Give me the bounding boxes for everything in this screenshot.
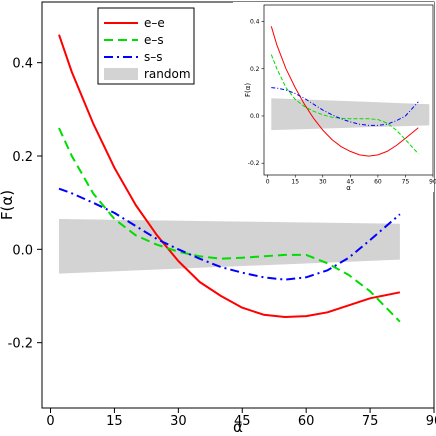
main-y-axis-label: F(α) xyxy=(0,190,16,220)
main-x-tick-label: 30 xyxy=(170,414,187,429)
main-series-ee-line xyxy=(58,34,401,318)
main-y-tick-label: 0.0 xyxy=(12,243,33,258)
legend-swatch-random xyxy=(104,68,138,80)
inset-random-band xyxy=(271,98,430,131)
legend: e–e e–s s–s random xyxy=(97,7,195,85)
main-x-tick-label: 90 xyxy=(426,414,436,429)
legend-label: random xyxy=(144,67,191,81)
main-random-band xyxy=(59,219,400,274)
inset-x-tick-label: 0 xyxy=(266,179,270,186)
inset-series-ee-line xyxy=(270,26,419,157)
inset-plot: 0 15 30 45 60 75 90 -0.2 0.0 0.2 0.4 α F(α) xyxy=(233,2,436,192)
inset-x-tick-label: 75 xyxy=(402,179,410,186)
main-y-tick-label: 0.2 xyxy=(12,150,33,165)
main-x-tick-label: 45 xyxy=(234,414,251,429)
inset-y-tick-label: 0.4 xyxy=(250,19,260,26)
main-x-tick-label: 75 xyxy=(362,414,379,429)
main-series-es-line xyxy=(58,127,401,323)
legend-label: e–e xyxy=(144,16,165,30)
main-x-tick-label: 15 xyxy=(106,414,123,429)
main-x-axis-label: α xyxy=(233,418,243,436)
inset-x-tick-label: 90 xyxy=(429,179,436,186)
inset-background xyxy=(233,2,434,192)
inset-y-tick-label: -0.2 xyxy=(248,160,260,167)
inset-y-tick-label: 0.2 xyxy=(250,66,260,73)
inset-x-tick-label: 30 xyxy=(319,179,327,186)
main-x-tick-label: 0 xyxy=(46,414,54,429)
inset-x-tick-label: 60 xyxy=(374,179,382,186)
inset-y-axis-label: F(α) xyxy=(244,83,252,97)
inset-x-axis-label: α xyxy=(346,184,351,192)
inset-plot-frame xyxy=(263,4,434,176)
legend-label: e–s xyxy=(144,33,164,47)
main-series-ss-line xyxy=(58,187,401,281)
inset-x-tick-label: 15 xyxy=(291,179,299,186)
inset-series-es-line xyxy=(270,54,419,155)
inset-series-ss-line xyxy=(271,87,419,126)
inset-x-tick-label: 45 xyxy=(347,179,355,186)
inset-y-tick-label: 0.0 xyxy=(250,113,260,120)
legend-label: s–s xyxy=(144,50,163,64)
main-x-tick-label: 60 xyxy=(298,414,315,429)
main-y-tick-label: 0.4 xyxy=(12,57,33,72)
main-y-tick-label: -0.2 xyxy=(8,337,33,352)
